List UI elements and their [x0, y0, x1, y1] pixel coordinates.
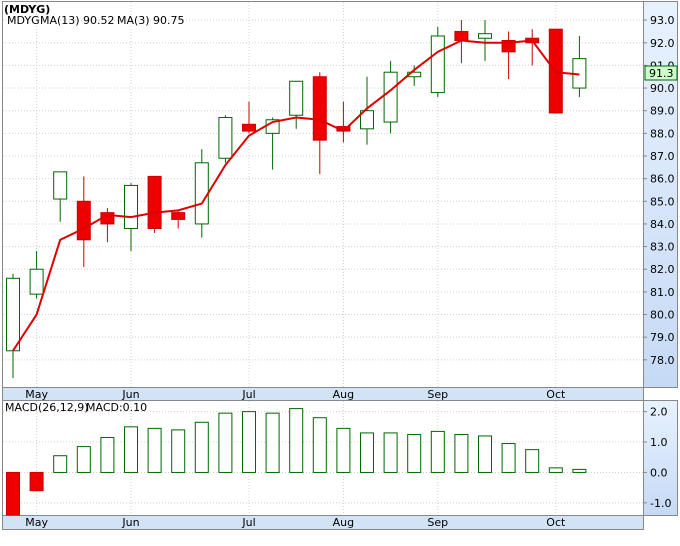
- price-tick-label: 89.0: [650, 105, 675, 118]
- candle-body: [501, 40, 516, 53]
- macd-bar: [242, 411, 256, 473]
- price-tick-label: 78.0: [650, 354, 675, 367]
- price-tick-label: 82.0: [650, 263, 675, 276]
- candlestick-series: [6, 20, 587, 378]
- macd-xaxis-strip: [2, 515, 644, 530]
- candle-body: [171, 212, 186, 220]
- ma-short-line: [12, 39, 580, 352]
- candle-body: [312, 76, 327, 141]
- candle-body: [53, 171, 68, 200]
- candle-body: [29, 268, 44, 295]
- macd-x-label: Jun: [121, 516, 139, 529]
- price-tick-label: 85.0: [650, 195, 675, 208]
- macd-x-label: Sep: [427, 516, 448, 529]
- legend-ma13-label: MA(13): [40, 14, 80, 27]
- macd-bar: [501, 443, 516, 473]
- macd-x-label: Oct: [546, 516, 566, 529]
- macd-tick-label: -1.0: [650, 497, 671, 510]
- macd-bar: [407, 433, 422, 473]
- price-tick-label: 83.0: [650, 241, 675, 254]
- macd-bar: [29, 471, 44, 492]
- last-price-badge-bg: [644, 65, 678, 81]
- macd-x-label: Aug: [333, 516, 354, 529]
- legend-ma3-label: MA(3): [117, 14, 150, 27]
- macd-bar: [194, 421, 209, 473]
- macd-bar: [430, 430, 445, 473]
- price-x-label: May: [25, 388, 48, 401]
- macd-bar: [76, 446, 91, 473]
- macd-bar: [336, 427, 351, 473]
- price-x-label: Aug: [333, 388, 354, 401]
- macd-bar: [147, 427, 162, 473]
- last-price-badge: 91.3: [649, 67, 674, 80]
- macd-bar: [289, 408, 304, 473]
- macd-bar: [218, 412, 233, 473]
- macd-bar: [100, 436, 115, 473]
- macd-bar: [572, 468, 587, 473]
- price-x-label: Sep: [427, 388, 448, 401]
- legend-ma3-value: 90.75: [153, 14, 185, 27]
- price-tick-label: 88.0: [650, 127, 675, 140]
- macd-bar: [171, 429, 186, 473]
- candle-body: [454, 30, 469, 41]
- price-tick-label: 93.0: [650, 14, 675, 27]
- price-tick-label: 90.0: [650, 82, 675, 95]
- candle-body: [147, 175, 162, 229]
- moving-average-lines: [12, 39, 580, 352]
- macd-bar: [265, 412, 280, 473]
- price-y-ticks: 78.0 79.0 80.0 81.0 82.0 83.0 84.0 85.0 86.0 87.0…: [643, 14, 675, 367]
- price-x-label: Jun: [121, 388, 139, 401]
- macd-x-label: May: [25, 516, 48, 529]
- candle-body: [289, 80, 304, 116]
- candle-body: [6, 277, 20, 352]
- macd-bar: [548, 467, 563, 473]
- price-x-label: Oct: [546, 388, 566, 401]
- macd-legend-value: MACD:0.10: [86, 401, 147, 414]
- price-panel-frame: [2, 1, 644, 388]
- macd-bar: [360, 432, 374, 473]
- candle-body: [383, 71, 398, 123]
- chart-title: (MDYG): [4, 3, 50, 16]
- candle-body: [430, 35, 445, 94]
- legend-symbol: MDYG: [7, 14, 40, 27]
- candle-body: [360, 110, 374, 130]
- macd-x-label: Jul: [241, 516, 255, 529]
- macd-bar: [124, 426, 138, 473]
- price-tick-label: 80.0: [650, 309, 675, 322]
- price-tick-label: 86.0: [650, 173, 675, 186]
- macd-axis-bg: [643, 400, 678, 516]
- macd-bar: [525, 449, 540, 473]
- price-x-label: Jul: [241, 388, 255, 401]
- macd-bar: [6, 471, 20, 516]
- macd-bar: [383, 432, 398, 473]
- price-tick-label: 92.0: [650, 37, 675, 50]
- macd-bar: [53, 455, 68, 473]
- macd-tick-label: 1.0: [650, 436, 668, 449]
- candle-body: [218, 117, 233, 159]
- candle-body: [242, 123, 256, 132]
- candle-body: [194, 162, 209, 225]
- macd-tick-label: 2.0: [650, 406, 668, 419]
- price-tick-label: 81.0: [650, 286, 675, 299]
- macd-bar-series: [6, 408, 587, 516]
- macd-bar: [312, 417, 327, 473]
- candle-body: [124, 184, 138, 229]
- macd-legend-title: MACD(26,12,9): [5, 401, 89, 414]
- legend-ma13-value: 90.52: [83, 14, 115, 27]
- price-tick-label: 84.0: [650, 218, 675, 231]
- price-tick-label: 87.0: [650, 150, 675, 163]
- candle-body: [478, 33, 492, 39]
- x-axis-labels: May Jun Jul Aug Sep Oct May Jun Jul Aug Sep Oct: [25, 388, 566, 529]
- macd-bar: [478, 435, 492, 473]
- candle-body: [76, 200, 91, 241]
- macd-bar: [454, 433, 469, 473]
- price-tick-label: 79.0: [650, 331, 675, 344]
- macd-y-ticks: 2.0 1.0 0.0 -1.0: [643, 406, 671, 510]
- macd-tick-label: 0.0: [650, 466, 668, 479]
